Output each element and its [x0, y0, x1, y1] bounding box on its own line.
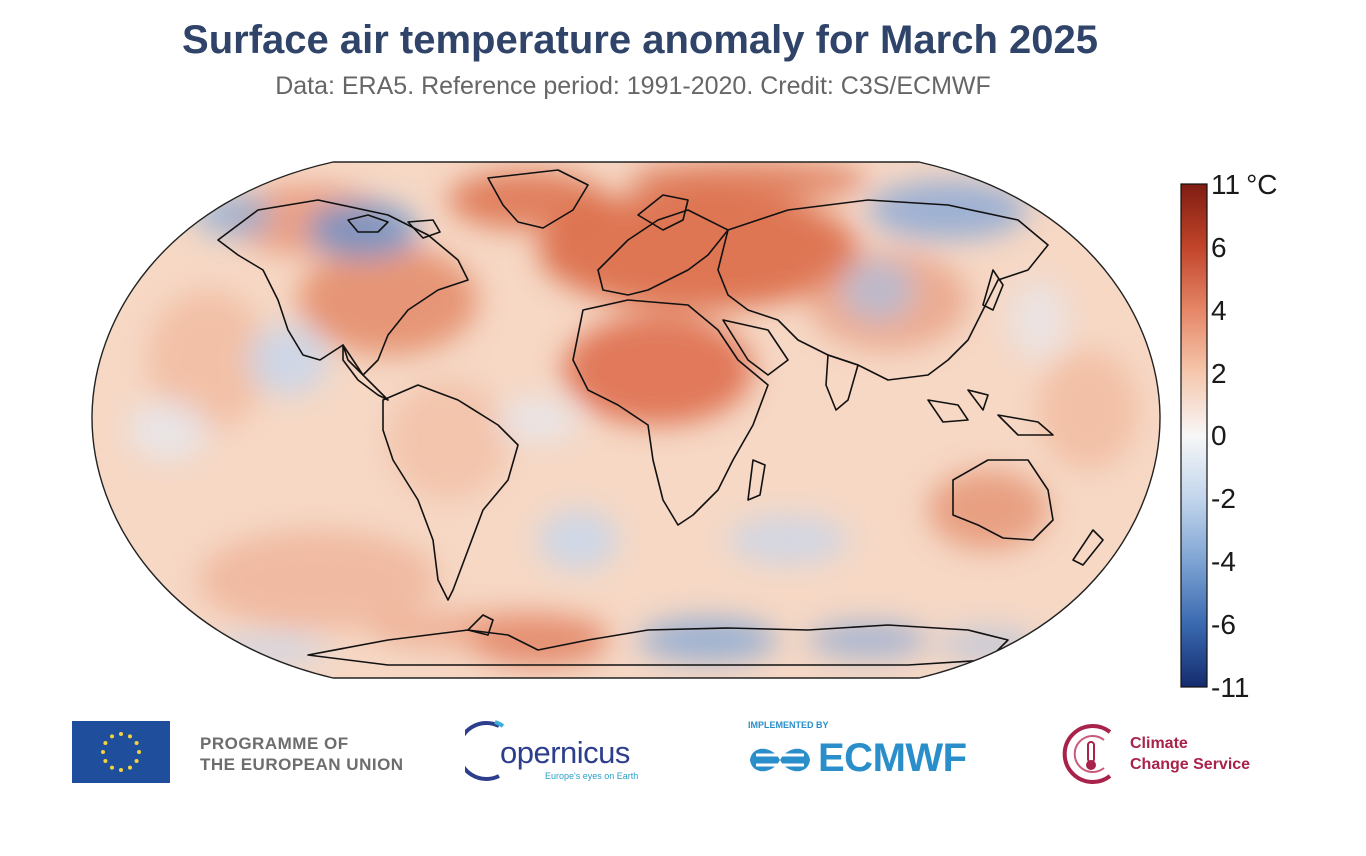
colorbar-label: -4: [1211, 546, 1236, 577]
eu-flag-icon: [72, 721, 170, 783]
colorbar-label: 4: [1211, 295, 1227, 326]
climate-change-service-text: Climate Change Service: [1130, 735, 1251, 773]
implemented-by-label: IMPLEMENTED BY: [748, 720, 829, 730]
world-map: [91, 161, 1161, 679]
coastlines: [217, 169, 1104, 666]
colorbar-label: 2: [1211, 358, 1227, 389]
eu-programme-text: PROGRAMME OF THE EUROPEAN UNION: [200, 734, 404, 774]
ecmwf-logo-text: ECMWF: [818, 736, 967, 780]
map-title: Surface air temperature anomaly for Marc…: [182, 18, 1098, 62]
colorbar-label: -2: [1211, 483, 1236, 514]
map-border: [91, 161, 1161, 679]
logo-footer: PROGRAMME OF THE EUROPEAN UNION opernicu…: [0, 700, 1366, 820]
colorbar-ramp: [1180, 183, 1208, 688]
copernicus-logo-text: opernicus: [500, 735, 630, 770]
colorbar-label: -6: [1211, 609, 1236, 640]
climate-change-service-icon: [1062, 724, 1112, 784]
ecmwf-wave-icon: [750, 748, 810, 772]
colorbar-label-max: 11 °C: [1211, 169, 1278, 200]
colorbar-label: 6: [1211, 232, 1227, 263]
copernicus-tagline: Europe's eyes on Earth: [545, 771, 639, 781]
colorbar-label: 0: [1211, 420, 1227, 451]
colorbar: 11 °C 6 4 2 0 -2 -4 -6 -11: [1180, 171, 1278, 702]
colorbar-label-min: -11: [1211, 672, 1250, 703]
map-subtitle: Data: ERA5. Reference period: 1991-2020.…: [275, 72, 991, 100]
copernicus-c-icon: [465, 720, 505, 781]
anomaly-field: [92, 162, 1160, 678]
